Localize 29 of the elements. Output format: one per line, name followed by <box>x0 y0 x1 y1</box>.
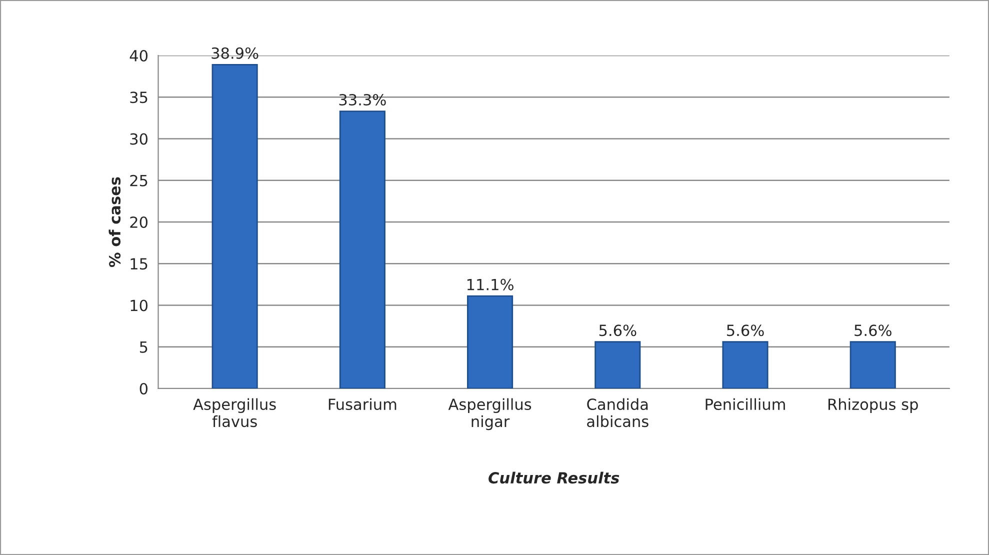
y-tick-label: 25 <box>130 174 148 186</box>
y-tick-label: 10 <box>130 300 148 312</box>
y-tick-label: 35 <box>130 92 148 104</box>
x-tick-label: Aspergillus flavus <box>193 398 276 428</box>
y-tick-label: 5 <box>140 342 148 353</box>
bar <box>850 341 896 388</box>
data-label: 38.9% <box>212 47 258 59</box>
y-tick-label: 0 <box>140 382 148 395</box>
x-tick-label: Candida albicans <box>587 398 648 428</box>
y-tick-label: 15 <box>130 258 148 270</box>
data-label: 5.6% <box>599 324 636 336</box>
bar <box>339 110 386 388</box>
x-tick-label: Fusarium <box>328 398 396 410</box>
x-tick-label: Rhizopus sp <box>828 398 918 414</box>
data-label: 11.1% <box>467 278 514 290</box>
data-label: 5.6% <box>727 324 764 336</box>
bar <box>212 64 258 388</box>
bar <box>594 341 641 388</box>
y-tick-label: 30 <box>130 133 148 145</box>
x-tick-label: Penicillium <box>706 398 785 410</box>
bar <box>467 295 514 388</box>
data-label: 33.3% <box>339 94 386 106</box>
bar <box>722 341 768 388</box>
y-tick-label: 20 <box>130 216 148 228</box>
y-axis-title: % of cases <box>108 177 121 268</box>
data-label: 5.6% <box>854 324 892 336</box>
y-tick-label: 40 <box>130 50 148 62</box>
x-tick-label: Aspergillus nigar <box>448 398 532 430</box>
x-axis-title: Culture Results <box>488 472 620 484</box>
